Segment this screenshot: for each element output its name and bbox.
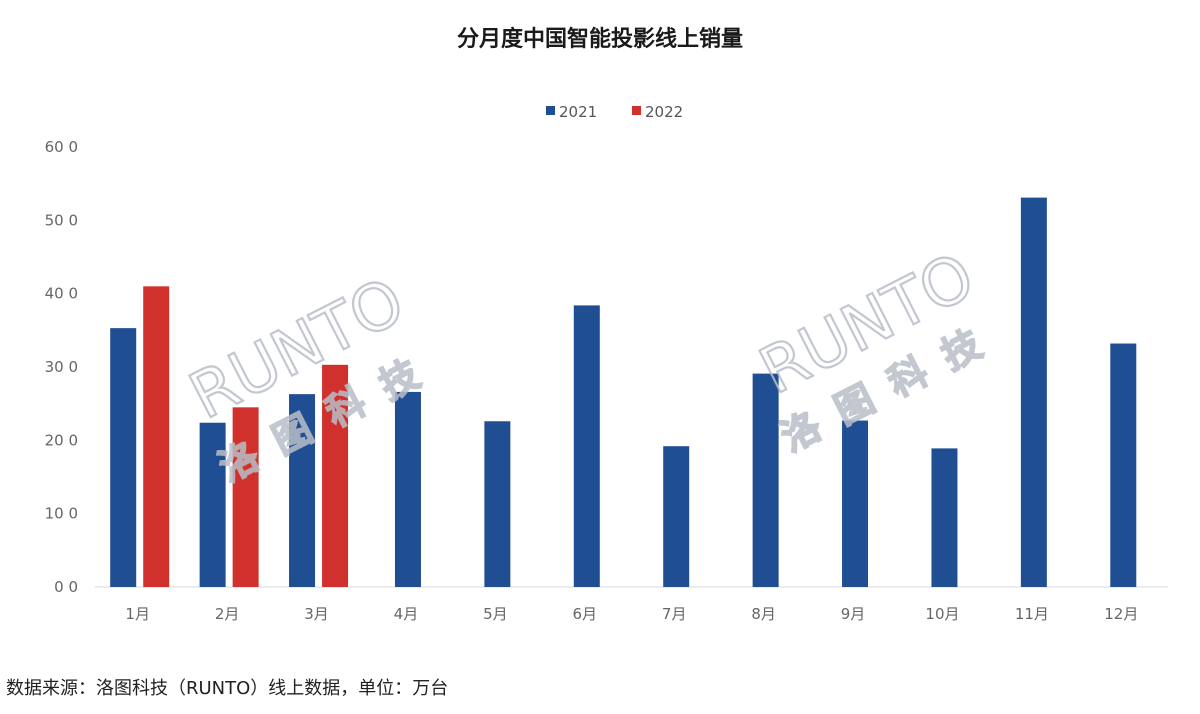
- x-tick-label: 2月: [215, 605, 240, 623]
- watermark-right: RUNTO 洛图科技: [748, 238, 1009, 461]
- legend-label-2022: 2022: [645, 103, 683, 121]
- x-tick-label: 3月: [304, 605, 329, 623]
- legend-swatch-2022: [632, 106, 641, 115]
- chart-title: 分月度中国智能投影线上销量: [457, 26, 743, 52]
- bar-2021-1: [110, 328, 137, 587]
- x-tick-label: 10月: [925, 605, 959, 623]
- y-tick-label: 60 0: [45, 138, 78, 156]
- bar-2022-2: [232, 407, 259, 587]
- y-tick-label: 40 0: [45, 285, 78, 303]
- bar-2021-12: [1110, 343, 1137, 587]
- x-tick-label: 5月: [483, 605, 508, 623]
- x-axis: 1月 2月 3月 4月 5月 6月 7月 8月 9月 10月 11月 12月: [125, 605, 1138, 623]
- x-tick-label: 12月: [1104, 605, 1138, 623]
- x-tick-label: 6月: [573, 605, 598, 623]
- bar-2022-1: [143, 286, 170, 587]
- bar-2021-3: [289, 394, 316, 587]
- y-tick-label: 50 0: [45, 211, 78, 229]
- bar-2021-7: [663, 446, 690, 587]
- x-tick-label: 9月: [841, 605, 866, 623]
- y-tick-label: 0 0: [54, 578, 78, 596]
- x-tick-label: 7月: [662, 605, 687, 623]
- bar-2022-3: [322, 364, 349, 587]
- y-axis: 0 0 10 0 20 0 30 0 40 0 50 0 60 0: [45, 138, 78, 596]
- legend: 2021 2022: [546, 103, 683, 121]
- x-tick-label: 11月: [1015, 605, 1049, 623]
- bar-2021-8: [752, 373, 779, 587]
- x-tick-label: 1月: [125, 605, 150, 623]
- source-note: 数据来源：洛图科技（RUNTO）线上数据，单位：万台: [6, 678, 448, 699]
- y-tick-label: 30 0: [45, 358, 78, 376]
- x-tick-label: 8月: [751, 605, 776, 623]
- y-tick-label: 10 0: [45, 505, 78, 523]
- bar-2021-5: [484, 421, 511, 587]
- bar-2021-10: [931, 448, 958, 587]
- bar-2021-6: [573, 305, 600, 587]
- y-tick-label: 20 0: [45, 431, 78, 449]
- bar-2021-9: [842, 420, 869, 587]
- bar-2021-2: [199, 422, 226, 587]
- bar-2021-4: [394, 391, 421, 587]
- bars: [110, 197, 1137, 587]
- x-tick-label: 4月: [394, 605, 419, 623]
- bar-2021-11: [1020, 197, 1047, 587]
- legend-swatch-2021: [546, 106, 555, 115]
- legend-label-2021: 2021: [559, 103, 597, 121]
